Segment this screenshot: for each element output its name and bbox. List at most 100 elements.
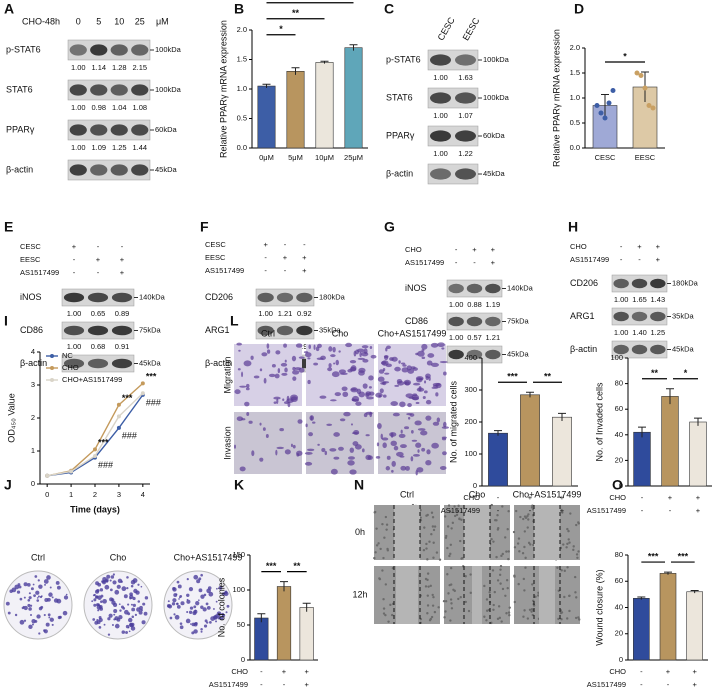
cell-texture [469, 573, 472, 576]
colony [40, 605, 44, 609]
colony [225, 611, 228, 614]
cell-texture [443, 515, 447, 518]
condition-label: CESC [20, 242, 41, 251]
colony [113, 609, 118, 614]
colony [27, 603, 31, 608]
colony [23, 582, 28, 587]
quant-label: 0.88 [467, 300, 482, 309]
blot-band [485, 283, 501, 294]
colony [185, 618, 191, 624]
cell-texture [385, 523, 389, 526]
quant-label: 1.00 [258, 309, 273, 318]
cell-stain [408, 416, 411, 420]
colony [28, 624, 33, 630]
colony [176, 604, 181, 609]
condition-sign: - [73, 268, 76, 277]
cell-texture [493, 519, 497, 522]
cell-stain [412, 453, 420, 457]
y-tick-label: 0.0 [570, 143, 580, 152]
cell-stain [422, 395, 426, 400]
colony [196, 579, 201, 584]
cell-stain [279, 427, 284, 432]
cell-stain [382, 442, 387, 449]
quant-label: 1.65 [632, 295, 647, 304]
blot-band [613, 311, 629, 322]
colony [62, 610, 68, 616]
cell-texture [523, 609, 526, 612]
cell-texture [459, 539, 462, 543]
cell-stain [273, 396, 281, 400]
y-tick-label: 0 [473, 481, 477, 490]
cell-texture [384, 515, 388, 519]
wound-gap [464, 505, 490, 560]
condition-label: CHO [405, 245, 422, 254]
cell-stain [359, 352, 362, 358]
colony [118, 614, 123, 620]
cell-stain [245, 387, 250, 391]
cell-texture [457, 504, 460, 508]
condition-sign: + [472, 245, 477, 254]
x-tick-label: 2 [93, 490, 97, 499]
cell-stain [407, 368, 415, 374]
condition-label: AS1517499 [570, 255, 609, 264]
colony [116, 584, 121, 589]
cell-texture [522, 615, 525, 618]
cell-texture [492, 603, 495, 607]
cell-stain [353, 350, 357, 357]
cell-stain [333, 362, 336, 365]
cell-stain [423, 390, 428, 394]
condition-sign: + [656, 255, 661, 264]
cell-texture [504, 536, 507, 539]
cell-texture [529, 543, 532, 546]
condition-sign: + [560, 493, 565, 502]
bar [315, 62, 334, 149]
cell-stain [421, 447, 426, 452]
colony [186, 599, 191, 604]
cell-texture [431, 516, 435, 519]
colony [132, 603, 136, 607]
blot-band [276, 292, 294, 303]
data-point [594, 103, 600, 108]
series-marker [69, 469, 74, 474]
colony [106, 574, 111, 579]
cell-texture [530, 506, 534, 509]
cell-texture [460, 557, 463, 560]
colony [138, 610, 143, 615]
cell-stain [427, 353, 435, 358]
cell-stain [246, 411, 250, 417]
cell-stain [320, 355, 326, 361]
series-marker [140, 381, 145, 386]
protein-label: PPARγ [386, 130, 415, 140]
condition-sign: - [638, 255, 641, 264]
cell-texture [492, 608, 495, 612]
colony [188, 587, 194, 592]
cell-stain [355, 401, 362, 406]
cell-texture [505, 612, 508, 615]
colony [206, 621, 209, 624]
cell-texture [457, 597, 460, 601]
y-tick-label: 40 [615, 602, 623, 611]
cell-stain [441, 347, 445, 350]
cell-texture [425, 547, 428, 550]
colony [176, 580, 180, 584]
blot-band [257, 292, 274, 303]
colony [128, 630, 131, 633]
cell-stain [330, 468, 338, 475]
cell-texture [430, 533, 433, 536]
cell-stain [441, 437, 447, 441]
cell-texture [430, 615, 434, 619]
cell-texture [488, 591, 491, 594]
condition-label: CHO [570, 242, 587, 251]
condition-sign: - [455, 245, 458, 254]
cell-texture [444, 600, 448, 603]
colony [192, 611, 197, 616]
cell-stain [432, 421, 440, 426]
blot-band [650, 278, 666, 289]
quant-label: 1.04 [112, 103, 127, 112]
quant-label: 0.65 [91, 309, 106, 318]
y-tick-label: 400 [464, 353, 477, 362]
size-label: 180kDa [319, 292, 346, 301]
condition-sign: + [304, 667, 309, 676]
x-tick-label: 10μM [315, 153, 334, 162]
cell-texture [387, 620, 390, 623]
